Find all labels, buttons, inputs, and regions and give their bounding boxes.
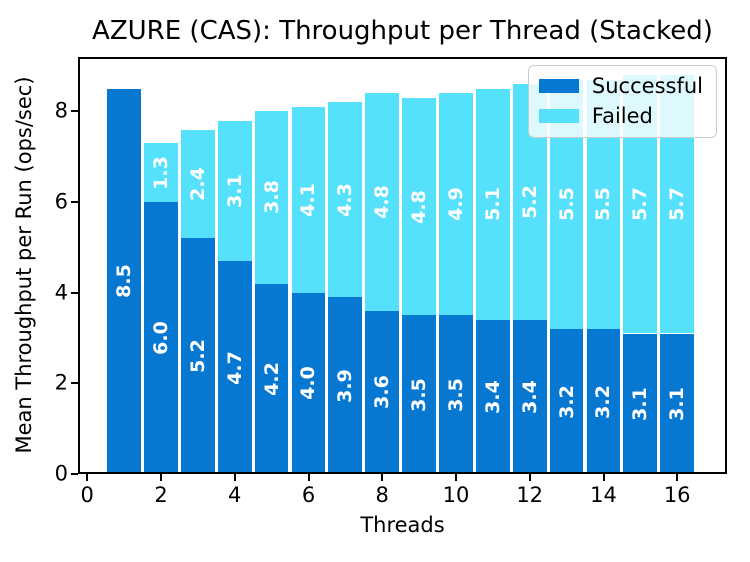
x-tick-label: 6 bbox=[301, 483, 316, 507]
bar-segment-failed-thread-3: 2.4 bbox=[180, 129, 215, 239]
bar-segment-successful-thread-8: 3.6 bbox=[365, 310, 400, 474]
bar-value-label: 4.8 bbox=[371, 185, 394, 219]
bar-value-label: 3.1 bbox=[629, 386, 652, 421]
bar-segment-successful-thread-2: 6.0 bbox=[144, 202, 178, 474]
bar-value-label: 3.9 bbox=[334, 368, 357, 403]
bar-value-label: 5.1 bbox=[481, 187, 504, 222]
x-tick bbox=[233, 474, 236, 481]
x-tick bbox=[455, 474, 457, 481]
bar-value-label: 2.4 bbox=[186, 167, 209, 201]
bar-segment-failed-thread-11: 5.1 bbox=[475, 88, 510, 320]
bar-segment-successful-thread-16: 3.1 bbox=[660, 333, 695, 474]
bar-value-label: 3.1 bbox=[666, 386, 689, 421]
legend-swatch-successful bbox=[538, 79, 579, 93]
bar-segment-successful-thread-4: 4.7 bbox=[217, 261, 252, 474]
bar-value-label: 8.5 bbox=[113, 264, 136, 299]
legend-item-failed: Failed bbox=[538, 104, 703, 128]
y-tick bbox=[71, 291, 78, 294]
y-tick bbox=[71, 201, 78, 203]
y-tick-label: 8 bbox=[54, 98, 68, 123]
bar-segment-failed-thread-10: 4.9 bbox=[439, 93, 473, 316]
bar-value-label: 3.4 bbox=[481, 380, 504, 414]
x-axis-label: Threads bbox=[360, 513, 445, 537]
bar-value-label: 4.1 bbox=[297, 182, 320, 217]
bar-value-label: 3.5 bbox=[444, 377, 467, 412]
legend: Successful Failed bbox=[527, 65, 717, 138]
legend-label-failed: Failed bbox=[591, 104, 653, 128]
x-tick bbox=[381, 474, 384, 481]
chart-title: AZURE (CAS): Throughput per Thread (Stac… bbox=[92, 16, 713, 46]
bar-segment-successful-thread-5: 4.2 bbox=[254, 283, 289, 474]
bar-value-label: 1.3 bbox=[149, 155, 172, 190]
x-tick bbox=[86, 474, 89, 481]
y-tick-label: 0 bbox=[54, 461, 68, 486]
x-tick-label: 16 bbox=[663, 483, 691, 507]
bar-value-label: 3.8 bbox=[260, 180, 283, 215]
x-tick-label: 14 bbox=[590, 483, 617, 507]
bar-value-label: 5.2 bbox=[518, 185, 541, 219]
bar-segment-successful-thread-6: 4.0 bbox=[291, 292, 326, 474]
x-tick-label: 4 bbox=[228, 483, 242, 507]
bar-segment-successful-thread-7: 3.9 bbox=[328, 297, 363, 474]
x-tick-label: 0 bbox=[80, 483, 94, 507]
bar-segment-failed-thread-8: 4.8 bbox=[365, 93, 400, 311]
bar-segment-successful-thread-3: 5.2 bbox=[180, 238, 215, 474]
x-tick bbox=[307, 474, 310, 481]
bar-value-label: 4.3 bbox=[334, 182, 357, 217]
bar-value-label: 3.2 bbox=[555, 384, 578, 419]
bar-segment-failed-thread-5: 3.8 bbox=[254, 111, 289, 284]
bar-value-label: 3.1 bbox=[223, 173, 246, 208]
bar-segment-failed-thread-7: 4.3 bbox=[328, 102, 363, 298]
x-tick bbox=[528, 474, 531, 481]
y-tick bbox=[71, 473, 78, 475]
legend-label-successful: Successful bbox=[591, 74, 703, 98]
bar-value-label: 4.2 bbox=[260, 361, 283, 396]
bar-segment-failed-thread-2: 1.3 bbox=[144, 143, 178, 202]
y-axis-label: Mean Throughput per Run (ops/sec) bbox=[12, 76, 36, 454]
bar-value-label: 3.4 bbox=[518, 380, 541, 414]
x-tick-label: 2 bbox=[154, 483, 168, 507]
bar-value-label: 5.2 bbox=[186, 339, 209, 373]
x-tick bbox=[160, 474, 162, 481]
bar-value-label: 4.7 bbox=[223, 350, 246, 385]
bar-value-label: 4.9 bbox=[444, 187, 467, 222]
bar-value-label: 5.7 bbox=[666, 187, 689, 222]
x-tick-label: 12 bbox=[516, 483, 544, 507]
y-tick-label: 6 bbox=[54, 189, 68, 214]
x-tick bbox=[602, 474, 605, 481]
legend-swatch-failed bbox=[538, 109, 579, 123]
bar-segment-successful-thread-15: 3.1 bbox=[623, 333, 658, 474]
bar-segment-successful-thread-10: 3.5 bbox=[439, 315, 473, 474]
bar-segment-successful-thread-9: 3.5 bbox=[402, 315, 436, 474]
bar-segment-failed-thread-9: 4.8 bbox=[402, 97, 436, 316]
bar-segment-failed-thread-6: 4.1 bbox=[291, 106, 326, 293]
bar-value-label: 5.5 bbox=[555, 187, 578, 222]
bar-value-label: 4.0 bbox=[297, 366, 320, 401]
y-tick-label: 4 bbox=[54, 280, 68, 305]
x-tick-label: 10 bbox=[442, 483, 470, 507]
bar-segment-failed-thread-4: 3.1 bbox=[217, 120, 252, 261]
bar-segment-successful-thread-13: 3.2 bbox=[549, 329, 584, 474]
bar-segment-successful-thread-11: 3.4 bbox=[475, 319, 510, 474]
bar-segment-successful-thread-14: 3.2 bbox=[586, 329, 621, 474]
bar-value-label: 5.5 bbox=[592, 187, 615, 222]
y-tick bbox=[71, 110, 78, 113]
x-tick bbox=[676, 474, 679, 481]
bar-value-label: 6.0 bbox=[149, 321, 172, 355]
y-tick bbox=[71, 382, 78, 385]
bar-value-label: 3.6 bbox=[371, 375, 394, 410]
bar-value-label: 5.7 bbox=[629, 187, 652, 222]
bar-value-label: 4.8 bbox=[408, 189, 431, 224]
x-tick-label: 8 bbox=[375, 483, 389, 507]
bar-value-label: 3.5 bbox=[408, 377, 431, 412]
bar-segment-successful-thread-1: 8.5 bbox=[107, 88, 141, 474]
bar-value-label: 3.2 bbox=[592, 384, 615, 419]
legend-item-successful: Successful bbox=[538, 74, 703, 98]
y-tick-label: 2 bbox=[54, 370, 68, 395]
bar-segment-successful-thread-12: 3.4 bbox=[512, 319, 547, 474]
